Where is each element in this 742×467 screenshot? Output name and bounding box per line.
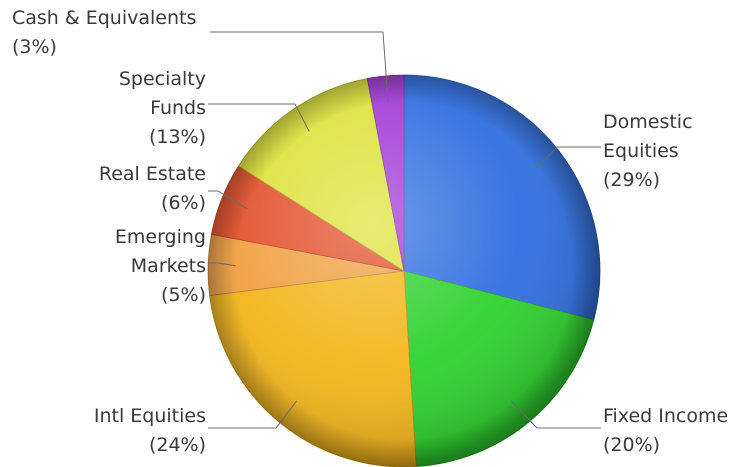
slice-label-domestic-equities-line-3: (29%)	[603, 169, 660, 191]
leader-line-fixed-income	[511, 400, 601, 429]
slice-label-emerging-markets-line-1: Emerging	[115, 226, 206, 248]
leader-line-intl-equities	[208, 400, 297, 429]
slice-label-cash-and-equivalents-line-1: Cash & Equivalents	[12, 7, 196, 29]
slice-label-domestic-equities-line-1: Domestic	[603, 111, 693, 133]
slice-intl-equities	[209, 270, 417, 467]
leader-line-real-estate	[208, 190, 248, 210]
slice-label-domestic-equities-line-2: Equities	[603, 140, 679, 162]
slice-label-fixed-income-line-1: Fixed Income	[603, 405, 728, 427]
slice-label-cash-and-equivalents-line-2: (3%)	[12, 36, 57, 58]
slice-label-specialty-funds-line-1: Specialty	[119, 68, 206, 90]
slice-label-specialty-funds-line-2: Funds	[150, 97, 206, 119]
slice-label-fixed-income-line-2: (20%)	[603, 434, 660, 456]
slice-labels: Domestic Equities (29%) Fixed Income (20%) In…	[12, 7, 728, 456]
leader-line-emerging-markets	[208, 262, 236, 267]
pie-slices	[207, 74, 601, 467]
slice-label-emerging-markets-line-3: (5%)	[161, 284, 206, 306]
leader-lines	[208, 31, 601, 429]
slice-label-intl-equities-line-1: Intl Equities	[94, 405, 206, 427]
slice-label-real-estate-line-1: Real Estate	[99, 163, 206, 185]
leader-line-specialty-funds	[208, 103, 310, 132]
slice-label-emerging-markets-line-2: Markets	[131, 255, 206, 277]
leader-line-cash-and-equivalents	[210, 31, 389, 104]
leader-line-domestic-equities	[536, 146, 601, 169]
slice-label-real-estate-line-2: (6%)	[161, 192, 206, 214]
slice-label-specialty-funds-line-3: (13%)	[149, 126, 206, 148]
slice-label-intl-equities-line-2: (24%)	[149, 434, 206, 456]
